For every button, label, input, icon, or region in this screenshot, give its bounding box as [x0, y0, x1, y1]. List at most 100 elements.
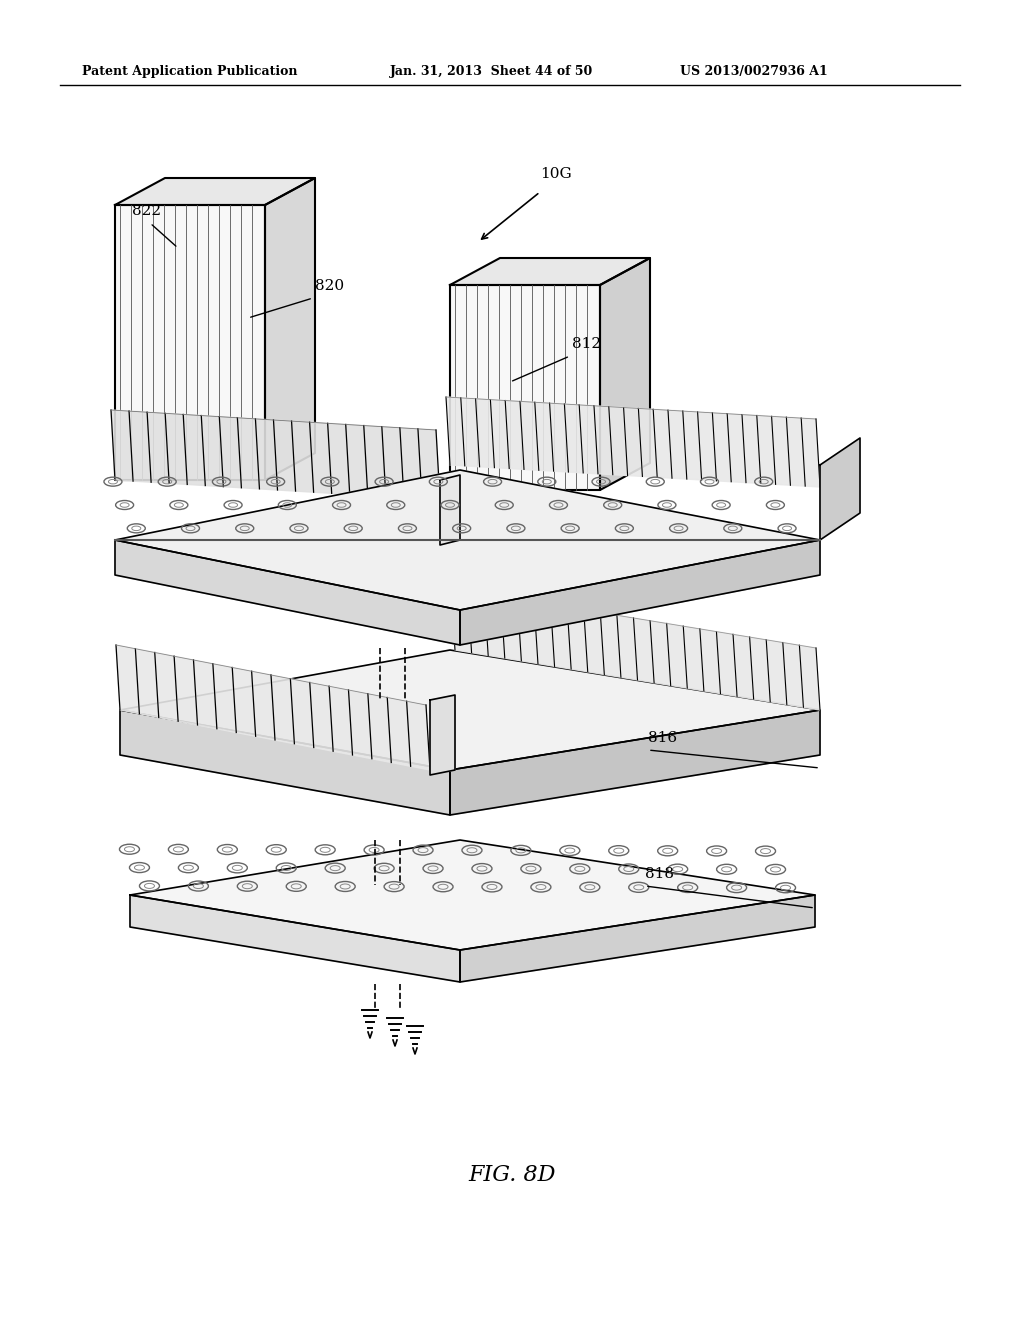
Polygon shape	[120, 649, 820, 770]
Polygon shape	[238, 417, 259, 488]
Polygon shape	[699, 628, 721, 693]
Text: 812: 812	[572, 337, 601, 351]
Polygon shape	[580, 405, 598, 474]
Polygon shape	[232, 668, 256, 737]
Polygon shape	[174, 656, 198, 725]
Polygon shape	[727, 413, 746, 483]
Polygon shape	[292, 421, 313, 492]
Polygon shape	[733, 635, 754, 700]
Polygon shape	[440, 475, 460, 545]
Polygon shape	[490, 400, 509, 469]
Polygon shape	[742, 414, 761, 483]
Polygon shape	[468, 591, 488, 656]
Text: 816: 816	[648, 731, 677, 744]
Polygon shape	[115, 540, 460, 645]
Polygon shape	[147, 412, 169, 483]
Polygon shape	[584, 610, 604, 675]
Polygon shape	[309, 682, 333, 751]
Polygon shape	[202, 416, 223, 487]
Polygon shape	[265, 178, 315, 480]
Polygon shape	[800, 645, 820, 710]
Polygon shape	[534, 602, 555, 667]
Polygon shape	[786, 417, 805, 486]
Polygon shape	[550, 403, 568, 473]
Polygon shape	[309, 422, 332, 494]
Polygon shape	[600, 612, 621, 677]
Polygon shape	[271, 675, 294, 743]
Polygon shape	[501, 597, 521, 661]
Polygon shape	[328, 424, 350, 495]
Text: 822: 822	[132, 205, 161, 218]
Polygon shape	[291, 678, 313, 747]
Text: Patent Application Publication: Patent Application Publication	[82, 66, 298, 78]
Polygon shape	[517, 599, 538, 664]
Polygon shape	[130, 840, 815, 950]
Text: Jan. 31, 2013  Sheet 44 of 50: Jan. 31, 2013 Sheet 44 of 50	[390, 66, 593, 78]
Polygon shape	[135, 648, 159, 718]
Polygon shape	[683, 626, 703, 690]
Polygon shape	[252, 672, 275, 741]
Text: FIG. 8D: FIG. 8D	[468, 1164, 556, 1185]
Polygon shape	[273, 420, 296, 491]
Polygon shape	[450, 710, 820, 814]
Polygon shape	[450, 257, 650, 285]
Polygon shape	[116, 645, 139, 714]
Polygon shape	[115, 470, 820, 610]
Polygon shape	[616, 615, 638, 680]
Polygon shape	[520, 401, 539, 470]
Polygon shape	[407, 701, 430, 770]
Polygon shape	[446, 397, 465, 466]
Polygon shape	[668, 411, 687, 479]
Polygon shape	[400, 428, 422, 499]
Polygon shape	[165, 413, 187, 484]
Polygon shape	[782, 643, 804, 708]
Polygon shape	[650, 620, 671, 685]
Polygon shape	[766, 640, 786, 705]
Polygon shape	[120, 710, 450, 814]
Polygon shape	[130, 895, 460, 982]
Polygon shape	[801, 418, 820, 487]
Polygon shape	[551, 605, 571, 669]
Polygon shape	[364, 425, 386, 496]
Polygon shape	[213, 664, 237, 733]
Polygon shape	[594, 405, 612, 475]
Polygon shape	[451, 587, 472, 652]
Polygon shape	[757, 416, 775, 484]
Polygon shape	[713, 413, 731, 482]
Polygon shape	[484, 594, 505, 659]
Text: US 2013/0027936 A1: US 2013/0027936 A1	[680, 66, 827, 78]
Polygon shape	[750, 638, 770, 702]
Polygon shape	[600, 257, 650, 490]
Polygon shape	[255, 418, 278, 490]
Polygon shape	[194, 660, 217, 729]
Polygon shape	[387, 697, 411, 766]
Polygon shape	[653, 409, 672, 478]
Polygon shape	[382, 426, 403, 498]
Polygon shape	[219, 417, 242, 488]
Polygon shape	[505, 400, 524, 470]
Polygon shape	[129, 411, 152, 482]
Text: 10G: 10G	[540, 168, 571, 181]
Text: 818: 818	[645, 867, 674, 880]
Polygon shape	[564, 404, 584, 473]
Polygon shape	[634, 618, 654, 682]
Polygon shape	[418, 429, 440, 500]
Polygon shape	[772, 416, 791, 486]
Polygon shape	[430, 696, 455, 775]
Polygon shape	[348, 690, 372, 759]
Polygon shape	[461, 397, 479, 467]
Polygon shape	[368, 694, 391, 763]
Polygon shape	[183, 414, 205, 486]
Text: 820: 820	[315, 279, 344, 293]
Polygon shape	[460, 540, 820, 645]
Polygon shape	[567, 607, 588, 672]
Polygon shape	[475, 399, 495, 467]
Polygon shape	[697, 412, 717, 480]
Polygon shape	[609, 407, 628, 475]
Polygon shape	[667, 623, 687, 688]
Polygon shape	[329, 686, 352, 755]
Polygon shape	[450, 285, 600, 490]
Polygon shape	[460, 895, 815, 982]
Polygon shape	[638, 408, 657, 478]
Polygon shape	[535, 403, 554, 471]
